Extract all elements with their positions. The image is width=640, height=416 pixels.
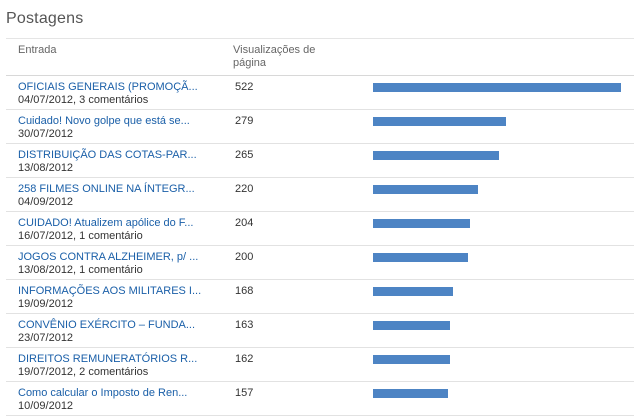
post-meta: 30/07/2012 xyxy=(18,128,74,140)
post-title-link[interactable]: Como calcular o Imposto de Ren... xyxy=(18,387,188,399)
post-views: 522 xyxy=(235,81,254,93)
views-bar xyxy=(373,219,470,228)
panel-title: Postagens xyxy=(6,10,84,27)
table-row: DISTRIBUIÇÃO DAS COTAS-PAR... 13/08/2012… xyxy=(6,144,634,178)
post-views: 200 xyxy=(235,251,254,263)
post-meta: 23/07/2012 xyxy=(18,332,74,344)
table-row: JOGOS CONTRA ALZHEIMER, p/ ... 13/08/201… xyxy=(6,246,634,280)
post-views: 265 xyxy=(235,149,254,161)
bar-track xyxy=(373,151,621,160)
post-meta: 10/09/2012 xyxy=(18,400,74,412)
table-row: 258 FILMES ONLINE NA ÍNTEGR... 04/09/201… xyxy=(6,178,634,212)
views-bar xyxy=(373,287,453,296)
views-bar xyxy=(373,253,468,262)
post-title-link[interactable]: CUIDADO! Atualizem apólice do F... xyxy=(18,217,194,229)
post-meta: 19/07/2012, 2 comentários xyxy=(18,366,149,378)
post-title-link[interactable]: Cuidado! Novo golpe que está se... xyxy=(18,115,190,127)
post-meta: 04/09/2012 xyxy=(18,196,74,208)
post-title-link[interactable]: 258 FILMES ONLINE NA ÍNTEGR... xyxy=(18,183,195,195)
post-meta: 19/09/2012 xyxy=(18,298,74,310)
post-title-link[interactable]: DISTRIBUIÇÃO DAS COTAS-PAR... xyxy=(18,149,197,161)
post-views: 162 xyxy=(235,353,254,365)
views-bar xyxy=(373,117,506,126)
table-row: Como calcular o Imposto de Ren... 10/09/… xyxy=(6,382,634,416)
bar-track xyxy=(373,117,621,126)
post-title-link[interactable]: CONVÊNIO EXÉRCITO – FUNDA... xyxy=(18,319,196,331)
post-views: 220 xyxy=(235,183,254,195)
bar-track xyxy=(373,83,621,92)
bar-track xyxy=(373,355,621,364)
table-row: OFICIAIS GENERAIS (PROMOÇÃ... 04/07/2012… xyxy=(6,76,634,110)
table-row: CONVÊNIO EXÉRCITO – FUNDA... 23/07/2012 … xyxy=(6,314,634,348)
table-row: DIREITOS REMUNERATÓRIOS R... 19/07/2012,… xyxy=(6,348,634,382)
bar-track xyxy=(373,253,621,262)
bar-track xyxy=(373,389,621,398)
views-bar xyxy=(373,321,451,330)
post-views: 157 xyxy=(235,387,254,399)
views-bar xyxy=(373,355,450,364)
views-bar xyxy=(373,151,499,160)
bar-track xyxy=(373,287,621,296)
table-header: Entrada Visualizações de página xyxy=(6,38,634,76)
post-title-link[interactable]: JOGOS CONTRA ALZHEIMER, p/ ... xyxy=(18,251,199,263)
table-row: CUIDADO! Atualizem apólice do F... 16/07… xyxy=(6,212,634,246)
views-bar xyxy=(373,83,621,92)
post-views: 168 xyxy=(235,285,254,297)
post-meta: 16/07/2012, 1 comentário xyxy=(18,230,143,242)
bar-track xyxy=(373,219,621,228)
views-bar xyxy=(373,185,478,194)
post-views: 163 xyxy=(235,319,254,331)
views-bar xyxy=(373,389,448,398)
column-header-entry: Entrada xyxy=(18,44,57,56)
post-views: 204 xyxy=(235,217,254,229)
post-title-link[interactable]: OFICIAIS GENERAIS (PROMOÇÃ... xyxy=(18,81,198,93)
table-row: Cuidado! Novo golpe que está se... 30/07… xyxy=(6,110,634,144)
post-views: 279 xyxy=(235,115,254,127)
post-meta: 04/07/2012, 3 comentários xyxy=(18,94,149,106)
column-header-views: Visualizações de página xyxy=(233,44,316,69)
post-title-link[interactable]: INFORMAÇÕES AOS MILITARES I... xyxy=(18,285,202,297)
post-title-link[interactable]: DIREITOS REMUNERATÓRIOS R... xyxy=(18,353,198,365)
bar-track xyxy=(373,321,621,330)
bar-track xyxy=(373,185,621,194)
post-meta: 13/08/2012, 1 comentário xyxy=(18,264,143,276)
post-meta: 13/08/2012 xyxy=(18,162,74,174)
posts-table: Entrada Visualizações de página OFICIAIS… xyxy=(6,38,634,416)
table-row: INFORMAÇÕES AOS MILITARES I... 19/09/201… xyxy=(6,280,634,314)
